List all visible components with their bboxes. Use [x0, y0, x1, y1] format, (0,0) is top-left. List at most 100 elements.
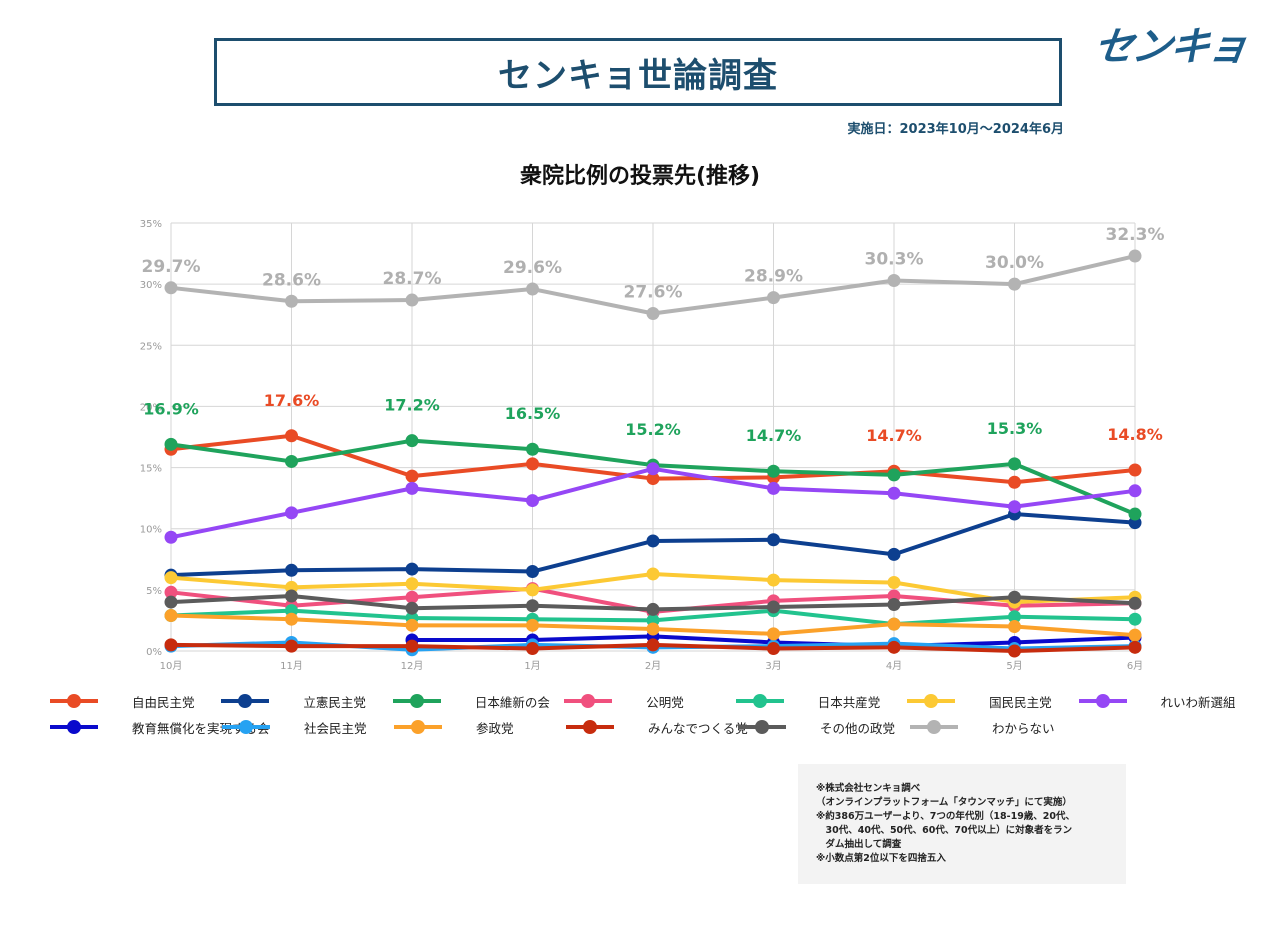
data-point: [1008, 475, 1021, 489]
survey-period: 実施日：2023年10月〜2024年6月: [847, 122, 1065, 137]
legend-label: その他の政党: [820, 720, 896, 736]
data-point: [526, 618, 539, 632]
data-point: [767, 573, 780, 587]
note-line: 30代、40代、50代、60代、70代以上）に対象者をラン: [816, 825, 1073, 836]
legend-line-marker-icon: [910, 720, 958, 734]
y-tick-label: 35%: [140, 219, 162, 230]
data-point: [164, 595, 178, 609]
data-point: [164, 638, 178, 652]
data-point: [405, 481, 419, 495]
data-point: [767, 464, 780, 478]
survey-notes: ※株式会社センキョ調べ （オンラインプラットフォーム「タウンマッチ」にて実施） …: [798, 764, 1126, 884]
data-point: [1008, 500, 1021, 514]
data-point: [1008, 457, 1021, 471]
data-point: [164, 437, 178, 451]
data-point: [646, 602, 660, 616]
data-point: [887, 273, 901, 287]
report-title: センキョ世論調査: [498, 55, 778, 96]
data-point: [887, 468, 901, 482]
data-point: [646, 622, 660, 636]
data-labels: 29.7% 28.6% 28.7% 29.6% 27.6% 28.9% 30.3% 30.0%…: [142, 225, 1165, 445]
data-point: [1128, 640, 1142, 654]
legend-label: みんなでつくる党: [648, 720, 748, 736]
data-point: [1008, 277, 1021, 291]
data-point: [1008, 644, 1021, 658]
legend-item: 立憲民主党: [221, 692, 392, 711]
legend-line-marker-icon: [50, 720, 98, 734]
data-point: [405, 590, 419, 604]
data-point: [285, 506, 298, 520]
data-point: [405, 562, 419, 576]
data-point: [405, 639, 419, 653]
data-label-top-party: 14.7%: [866, 426, 922, 445]
data-label-top-party: 16.5%: [505, 404, 561, 423]
data-point: [526, 583, 539, 597]
legend-line-marker-icon: [907, 694, 956, 708]
data-point: [767, 291, 780, 305]
data-point: [526, 282, 539, 296]
note-line: （オンラインプラットフォーム「タウンマッチ」にて実施）: [816, 797, 1072, 808]
data-point: [285, 612, 298, 626]
data-point: [164, 585, 178, 599]
data-label-unknown: 30.0%: [985, 253, 1044, 273]
legend-item: 日本維新の会: [392, 692, 564, 711]
data-point: [646, 472, 660, 486]
data-point: [164, 571, 178, 585]
legend-line-marker-icon: [566, 720, 614, 734]
y-tick-label: 30%: [140, 280, 162, 291]
data-label-top-party: 14.8%: [1107, 425, 1163, 444]
data-point: [1128, 612, 1142, 626]
data-point: [285, 639, 298, 653]
legend-label: 自由民主党: [132, 694, 195, 710]
data-point: [285, 294, 298, 308]
series-れいわ新選組: [164, 462, 1142, 544]
y-tick-label: 0%: [146, 647, 162, 658]
legend-label: 社会民主党: [304, 720, 367, 736]
legend-item: みんなでつくる党: [566, 718, 748, 737]
legend-item: 公明党: [564, 692, 735, 711]
legend-item: わからない: [910, 718, 1082, 737]
data-point: [1128, 628, 1142, 642]
data-point: [285, 429, 298, 443]
data-point: [1008, 620, 1021, 634]
legend-label: 日本共産党: [817, 694, 881, 710]
data-point: [405, 618, 419, 632]
data-point: [526, 494, 539, 508]
legend-line-marker-icon: [221, 694, 270, 708]
data-point: [767, 627, 780, 641]
legend-line-marker-icon: [222, 720, 270, 734]
data-point: [526, 457, 539, 471]
data-label-unknown: 28.9%: [744, 267, 803, 287]
data-point: [1008, 610, 1021, 624]
line-chart: 0% 5% 10% 15% 20% 25% 30% 35% 10月 11月 12月 1月 2月 3月 4月…: [140, 219, 1165, 672]
data-label-top-party: 16.9%: [143, 399, 199, 418]
data-label-top-party: 15.3%: [987, 419, 1043, 438]
chart-series: [164, 249, 1142, 658]
data-point: [285, 563, 298, 577]
data-point: [646, 462, 660, 476]
data-point: [405, 601, 419, 615]
legend-label: 立憲民主党: [303, 694, 366, 710]
data-point: [646, 567, 660, 581]
data-point: [526, 442, 539, 456]
x-tick-label: 5月: [1006, 660, 1022, 672]
x-tick-label: 10月: [160, 660, 183, 672]
data-point: [1008, 590, 1021, 604]
data-point: [405, 434, 419, 448]
chart-legend: 自由民主党 立憲民主党 日本維新の会 公明党 日本共産党 国民民主党 れいわ新選組 教育無償…: [50, 688, 1250, 740]
legend-label: わからない: [992, 720, 1055, 736]
data-point: [887, 598, 901, 612]
legend-item: 日本共産党: [735, 692, 907, 711]
legend-row: 自由民主党 立憲民主党 日本維新の会 公明党 日本共産党 国民民主党 れいわ新選組: [50, 688, 1250, 714]
note-line: ※小数点第2位以下を四捨五入: [816, 853, 946, 864]
data-point: [405, 577, 419, 591]
legend-line-marker-icon: [1078, 694, 1127, 708]
data-label-unknown: 32.3%: [1106, 225, 1165, 245]
chart-title: 衆院比例の投票先(推移): [519, 164, 761, 189]
y-tick-label: 5%: [146, 586, 162, 597]
legend-item: 社会民主党: [222, 718, 394, 737]
data-label-unknown: 28.6%: [262, 270, 321, 290]
x-tick-label: 12月: [401, 660, 424, 672]
series-わからない: [164, 249, 1142, 320]
data-label-top-party: 17.6%: [264, 391, 320, 410]
